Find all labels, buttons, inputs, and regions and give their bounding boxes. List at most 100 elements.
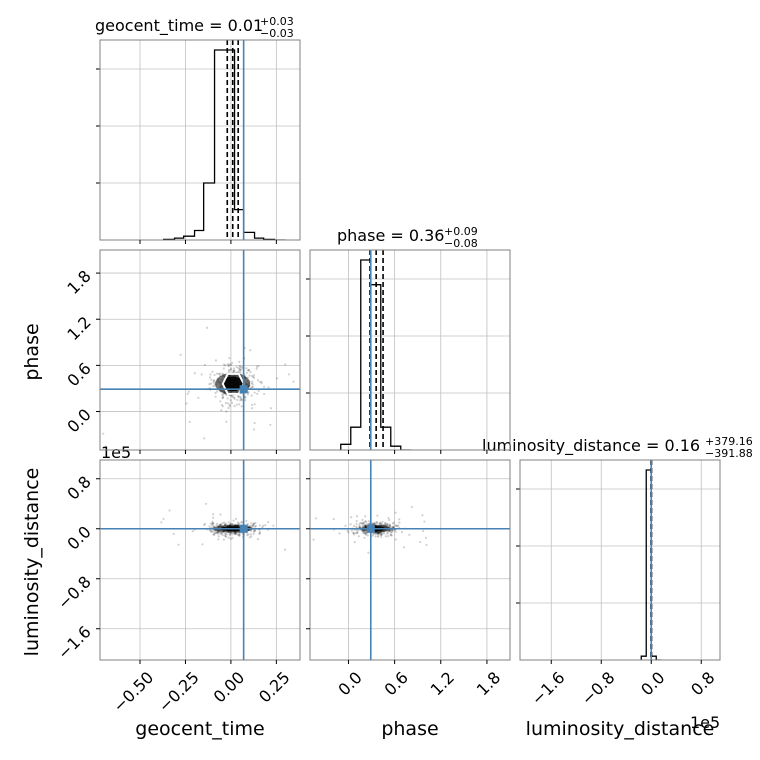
scatter-point	[388, 518, 391, 522]
scatter-point	[252, 529, 256, 532]
scatter-point	[239, 399, 242, 402]
scatter-point	[247, 391, 250, 394]
scatter-point	[233, 405, 236, 408]
scatter-point	[396, 524, 399, 528]
title-luminosity-distance-minus: −391.88	[705, 447, 753, 460]
scatter-point	[236, 521, 239, 524]
scatter-point	[232, 369, 236, 372]
scatter-point	[230, 395, 233, 398]
scatter-point	[365, 532, 368, 535]
scatter-point	[248, 536, 251, 539]
scatter-point	[232, 367, 236, 370]
scatter-point	[240, 366, 243, 369]
scatter-point	[251, 524, 254, 528]
scatter-point	[362, 524, 365, 527]
scatter-point	[371, 534, 374, 537]
scatter-point	[233, 531, 236, 535]
scatter-point	[240, 405, 243, 408]
scatter-point	[216, 531, 219, 534]
scatter-point	[227, 365, 230, 368]
scatter-point	[394, 538, 397, 541]
scatter-point	[367, 520, 370, 523]
scatter-point	[249, 349, 252, 352]
scatter-point	[221, 393, 224, 396]
scatter-point	[252, 375, 255, 378]
scatter-point	[249, 370, 252, 374]
scatter-point	[387, 535, 390, 538]
scatter-point	[398, 521, 401, 524]
scatter-point	[392, 521, 395, 524]
scatter-point	[375, 522, 378, 526]
scatter-point	[275, 377, 279, 380]
scatter-point	[238, 534, 241, 538]
scatter-point	[186, 392, 189, 395]
scatter-point	[234, 532, 237, 535]
scatter-point	[366, 523, 369, 526]
scatter-point	[248, 368, 251, 372]
scatter-point	[421, 514, 424, 517]
scatter-point	[226, 402, 229, 405]
scatter-point	[214, 395, 217, 398]
scatter-point	[380, 522, 383, 526]
scatter-point	[256, 392, 259, 395]
y-tick-label: −0.8	[54, 572, 95, 613]
scatter-point	[203, 363, 206, 367]
scatter-point	[234, 532, 237, 536]
scatter-point	[250, 522, 253, 525]
scatter-point	[368, 522, 371, 525]
scatter-point	[374, 522, 377, 525]
scatter-point	[394, 511, 397, 514]
scatter-point	[187, 390, 190, 393]
scatter-point	[233, 396, 236, 399]
scatter-point	[363, 521, 366, 524]
scatter-point	[233, 532, 236, 535]
scatter-point	[203, 523, 206, 527]
scatter-point	[361, 518, 364, 521]
panel-frame	[99, 249, 301, 451]
scatter-point	[200, 373, 203, 376]
scatter-point	[220, 523, 223, 526]
scatter-point	[364, 523, 367, 527]
scatter-point	[355, 519, 358, 523]
scatter-point	[239, 396, 242, 400]
scatter-point	[267, 520, 270, 524]
scatter-point	[208, 376, 212, 379]
scatter-point	[218, 372, 221, 376]
scatter-point	[353, 524, 356, 528]
scatter-point	[228, 523, 232, 526]
title-geocent-time-minus: −0.03	[260, 27, 294, 40]
scatter-point	[239, 368, 243, 372]
scatter-point	[388, 523, 391, 526]
scatter-point	[355, 525, 358, 528]
scatter-point	[252, 376, 256, 379]
scatter-point	[221, 396, 225, 400]
scatter-point	[245, 519, 248, 523]
scatter-point	[260, 382, 263, 385]
xlabel-luminosity-distance: luminosity_distance	[526, 718, 715, 740]
scatter-point	[246, 369, 249, 372]
scatter-point	[381, 520, 384, 523]
scatter-point	[229, 363, 233, 367]
scatter-point	[272, 524, 275, 527]
scatter-point	[222, 393, 225, 396]
scatter-point	[364, 520, 368, 523]
scatter-point	[251, 383, 254, 386]
scatter-point	[219, 400, 222, 403]
scatter-point	[215, 524, 218, 527]
scatter-point	[222, 538, 225, 541]
panel-luminosity_distance-vs-phase: 0.0 0.6 1.2 1.8	[306, 459, 511, 699]
scatter-point	[244, 395, 247, 398]
scatter-point	[188, 420, 191, 423]
scatter-point	[269, 407, 273, 410]
truth-marker	[239, 385, 248, 394]
scatter-point	[363, 536, 366, 540]
scatter-point	[323, 522, 325, 524]
scatter-point	[222, 521, 226, 524]
scatter-point	[221, 531, 224, 534]
scatter-point	[390, 531, 393, 534]
scatter-point	[376, 532, 380, 535]
scatter-point	[388, 524, 391, 527]
scatter-point	[391, 522, 395, 525]
scatter-point	[352, 532, 355, 535]
x-tick-label: 0.6	[380, 668, 411, 699]
